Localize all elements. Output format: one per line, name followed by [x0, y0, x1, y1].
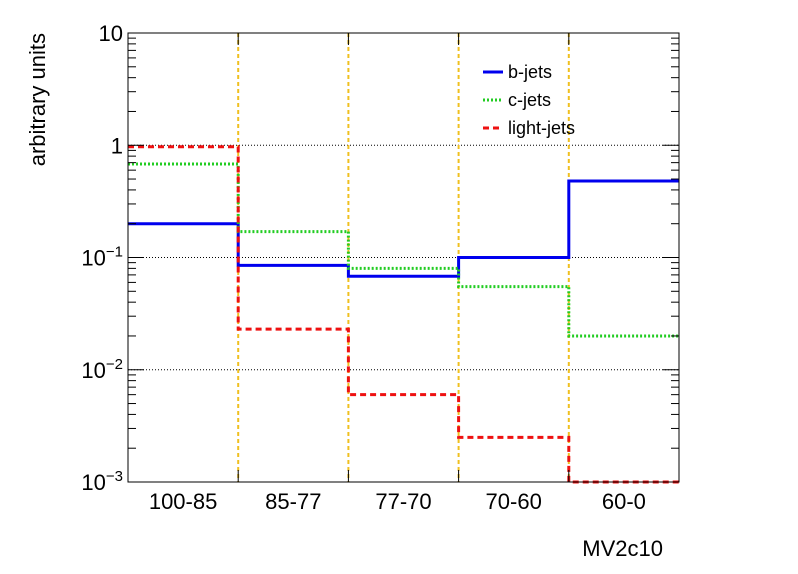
series-line — [128, 162, 679, 338]
y-tick-label: 10−2 — [81, 356, 123, 383]
legend-label: light-jets — [508, 118, 575, 138]
x-tick-labels: 100-85 85-77 77-70 70-60 60-0 — [149, 489, 646, 514]
x-tick-label: 70-60 — [486, 489, 542, 514]
series-line — [128, 179, 679, 278]
x-tick-label: 85-77 — [265, 489, 321, 514]
series-line — [128, 145, 679, 484]
series-b-jets — [128, 179, 679, 278]
y-tick-label: 10−3 — [81, 468, 123, 495]
legend-label: c-jets — [508, 90, 551, 110]
series-light-jets — [128, 145, 679, 484]
legend: b-jets c-jets light-jets — [483, 62, 575, 138]
x-tick-label: 100-85 — [149, 489, 218, 514]
x-tick-label: 77-70 — [375, 489, 431, 514]
grid-lines — [128, 32, 679, 483]
series-layer — [128, 145, 679, 484]
x-tick-label: 60-0 — [602, 489, 646, 514]
y-tick-label: 10−1 — [81, 244, 123, 271]
legend-label: b-jets — [508, 62, 552, 82]
y-tick-label: 1 — [111, 133, 123, 158]
y-tick-label: 10 — [99, 21, 123, 46]
axis-ticks — [128, 32, 679, 483]
y-tick-labels: 10 1 10−1 10−2 10−3 — [81, 21, 123, 495]
series-c-jets — [128, 162, 679, 338]
y-axis-title: arbitrary units — [25, 33, 50, 166]
x-axis-title: MV2c10 — [582, 536, 663, 561]
